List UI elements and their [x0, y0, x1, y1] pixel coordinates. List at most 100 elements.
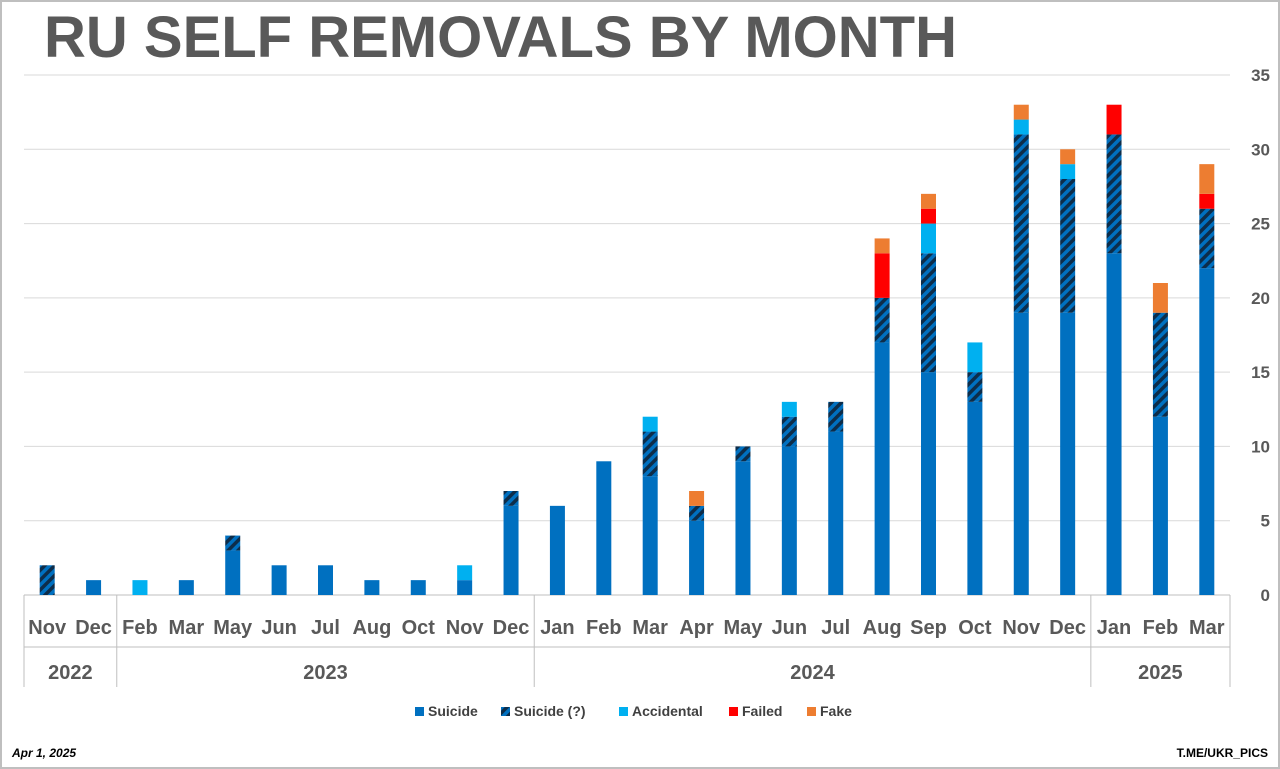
bar-segment-suicide	[271, 565, 287, 595]
bar-segment-suicide	[1013, 312, 1029, 595]
x-tick-label: May	[213, 617, 253, 639]
bar-segment-suicide	[364, 580, 380, 595]
x-tick-label: Nov	[446, 617, 485, 639]
x-tick-label: Dec	[75, 617, 112, 639]
y-tick-label: 15	[1251, 363, 1270, 382]
bar-segment-suicide	[967, 372, 983, 402]
bar-segment-suicide	[410, 580, 426, 595]
bar-segment-suicide	[921, 372, 936, 595]
bar-segment-suicide	[457, 580, 473, 595]
x-tick-label: Oct	[958, 617, 992, 639]
legend-swatch	[501, 707, 510, 716]
bar-segment-accidental	[1060, 164, 1076, 179]
bar-segment-failed	[1199, 193, 1215, 209]
footer-source: T.ME/UKR_PICS	[1176, 746, 1268, 760]
bar-segment-fake	[1152, 283, 1168, 313]
y-tick-label: 35	[1251, 66, 1270, 85]
x-tick-label: May	[724, 617, 764, 639]
x-tick-label: Jul	[821, 617, 850, 639]
bar-segment-suicide	[1199, 268, 1215, 595]
bar-segment-suicide	[549, 505, 565, 595]
bar-segment-suicide	[1152, 312, 1168, 417]
bar-segment-suicide	[642, 476, 658, 595]
bar-segment-accidental	[921, 223, 936, 254]
legend-label: Suicide (?)	[514, 703, 586, 719]
bar-segment-suicide	[781, 416, 797, 447]
x-tick-label: Mar	[1189, 617, 1225, 639]
legend-label: Failed	[742, 703, 782, 719]
bar-segment-suicide	[735, 446, 751, 462]
bar-segment-fake	[689, 491, 705, 506]
y-tick-label: 10	[1251, 437, 1270, 456]
bar-segment-failed	[874, 253, 890, 298]
bar-segment-suicide	[828, 401, 844, 432]
bar-segment-accidental	[132, 580, 148, 595]
bar-segment-suicide	[503, 505, 519, 595]
x-tick-label: Jun	[772, 617, 808, 639]
bar-segment-suicide	[86, 580, 102, 595]
x-tick-label: Sep	[910, 617, 947, 639]
year-label: 2025	[1138, 662, 1183, 684]
x-tick-label: Aug	[863, 617, 902, 639]
bar-segment-accidental	[781, 401, 797, 417]
legend-swatch	[619, 707, 628, 716]
bar-segment-accidental	[1013, 119, 1029, 135]
bar-segment-suicide	[503, 491, 519, 506]
legend-swatch	[415, 707, 424, 716]
y-tick-label: 0	[1261, 586, 1270, 605]
x-tick-label: Feb	[122, 617, 158, 639]
bar-segment-suicide	[596, 461, 612, 595]
bar-segment-suicide	[1106, 253, 1122, 596]
year-label: 2022	[48, 662, 93, 684]
bar-segment-suicide	[225, 550, 241, 595]
bar-segment-suicide	[874, 297, 890, 343]
x-tick-label: Feb	[586, 617, 622, 639]
x-tick-label: Aug	[352, 617, 391, 639]
legend-swatch	[729, 707, 738, 716]
bar-segment-suicide	[689, 520, 705, 595]
x-tick-label: Jan	[1097, 617, 1131, 639]
x-tick-label: Apr	[679, 617, 714, 639]
y-tick-label: 5	[1261, 512, 1270, 531]
y-tick-label: 25	[1251, 215, 1270, 234]
bar-segment-suicide	[1106, 134, 1122, 254]
bar-segment-suicide	[1060, 312, 1076, 595]
x-tick-label: Jun	[261, 617, 297, 639]
bar-segment-suicide	[39, 565, 55, 595]
legend-swatch	[807, 707, 816, 716]
bar-segment-fake	[921, 193, 936, 209]
year-label: 2024	[790, 662, 835, 684]
x-tick-label: Dec	[493, 617, 530, 639]
bar-segment-fake	[874, 238, 890, 254]
bar-segment-suicide	[1013, 134, 1029, 313]
x-tick-label: Jul	[311, 617, 340, 639]
bar-segment-suicide	[921, 253, 936, 373]
footer-date: Apr 1, 2025	[12, 746, 77, 760]
x-tick-label: Nov	[28, 617, 67, 639]
bar-segment-suicide	[828, 431, 844, 595]
legend-label: Accidental	[632, 703, 703, 719]
bar-segment-failed	[921, 208, 936, 224]
bar-segment-failed	[1106, 104, 1122, 135]
year-label: 2023	[303, 662, 348, 684]
bar-segment-suicide	[1199, 208, 1215, 269]
bar-segment-suicide	[874, 342, 890, 595]
bar-segment-suicide	[642, 431, 658, 477]
bar-segment-suicide	[967, 401, 983, 595]
x-tick-label: Feb	[1143, 617, 1179, 639]
chart-title: RU SELF REMOVALS BY MONTH	[44, 5, 957, 70]
bar-segment-suicide	[178, 580, 194, 595]
x-tick-label: Oct	[402, 617, 436, 639]
bar-segment-fake	[1060, 149, 1076, 165]
bar-segment-accidental	[967, 342, 983, 373]
x-tick-label: Mar	[632, 617, 668, 639]
bar-segment-fake	[1013, 104, 1029, 120]
bar-segment-suicide	[689, 505, 705, 521]
bar-segment-suicide	[1060, 179, 1076, 313]
x-tick-label: Mar	[169, 617, 205, 639]
legend-label: Fake	[820, 703, 852, 719]
bar-segment-suicide	[735, 461, 751, 595]
y-tick-label: 30	[1251, 140, 1270, 159]
bar-segment-fake	[1199, 164, 1215, 194]
